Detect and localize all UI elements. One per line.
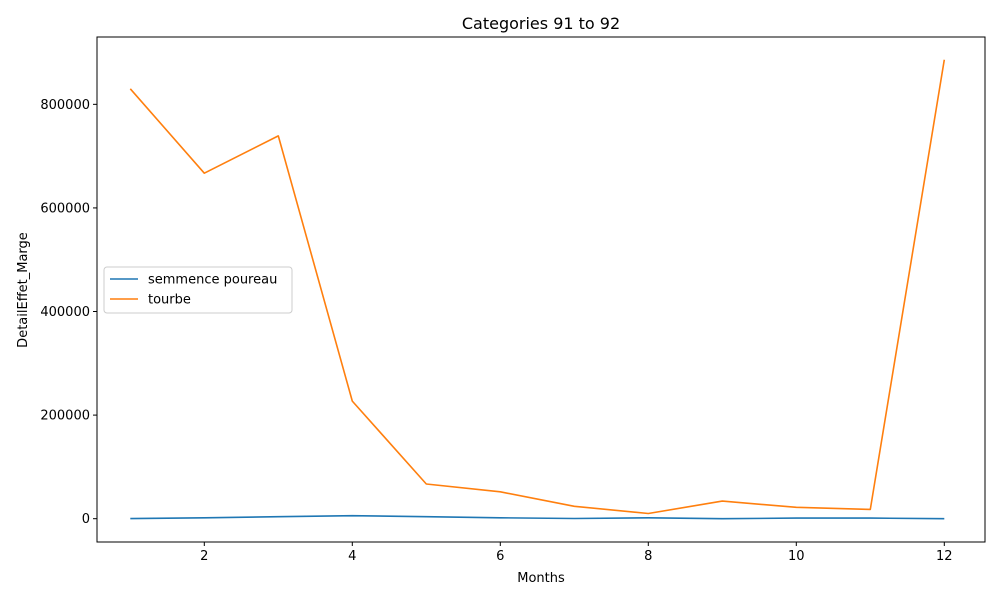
axes-frame xyxy=(96,36,986,543)
series-line-tourbe xyxy=(129,59,946,515)
y-axis: 0 200000 400000 600000 800000 xyxy=(40,98,97,527)
x-tick-label: 4 xyxy=(348,549,356,564)
y-tick-label: 800000 xyxy=(40,98,90,113)
y-tick-label: 600000 xyxy=(40,201,90,216)
x-tick-label: 2 xyxy=(200,549,208,564)
y-tick-label: 400000 xyxy=(40,305,90,320)
y-tick-label: 0 xyxy=(82,512,90,527)
x-axis-label: Months xyxy=(517,571,565,586)
x-tick-label: 10 xyxy=(788,549,805,564)
y-tick-label: 200000 xyxy=(40,409,90,424)
series-line-semmence-poureau xyxy=(130,514,945,520)
x-tick-label: 6 xyxy=(496,549,504,564)
plot-area xyxy=(129,59,946,520)
legend: semmence poureau tourbe xyxy=(103,266,293,314)
x-tick-label: 12 xyxy=(936,549,953,564)
y-axis-label: DetailEffet_Marge xyxy=(16,232,31,348)
x-axis: 2 4 6 8 10 12 xyxy=(200,542,953,564)
legend-label: semmence poureau xyxy=(148,273,277,288)
x-tick-label: 8 xyxy=(644,549,652,564)
legend-box xyxy=(103,266,293,314)
legend-label: tourbe xyxy=(148,293,191,308)
chart-title: Categories 91 to 92 xyxy=(462,14,620,33)
